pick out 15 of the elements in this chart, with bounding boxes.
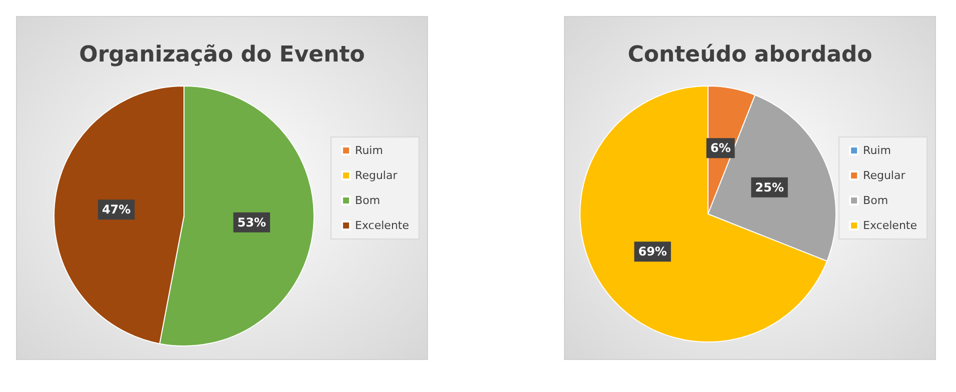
legend-label: Regular <box>355 169 398 182</box>
data-label: 6% <box>710 141 731 156</box>
data-label: 53% <box>237 215 266 230</box>
legend-label: Ruim <box>355 144 383 157</box>
legend-label: Excelente <box>863 219 918 232</box>
legend-label: Excelente <box>355 219 410 232</box>
chart-title: Conteúdo abordado <box>628 42 872 68</box>
data-label: 69% <box>638 244 667 259</box>
legend-label: Regular <box>863 169 906 182</box>
legend-label: Bom <box>355 194 380 207</box>
data-label: 25% <box>755 180 784 194</box>
legend-label: Bom <box>863 194 888 207</box>
chart-title: Organização do Evento <box>79 42 365 68</box>
legend-label: Ruim <box>863 144 891 157</box>
data-label: 47% <box>102 202 131 217</box>
